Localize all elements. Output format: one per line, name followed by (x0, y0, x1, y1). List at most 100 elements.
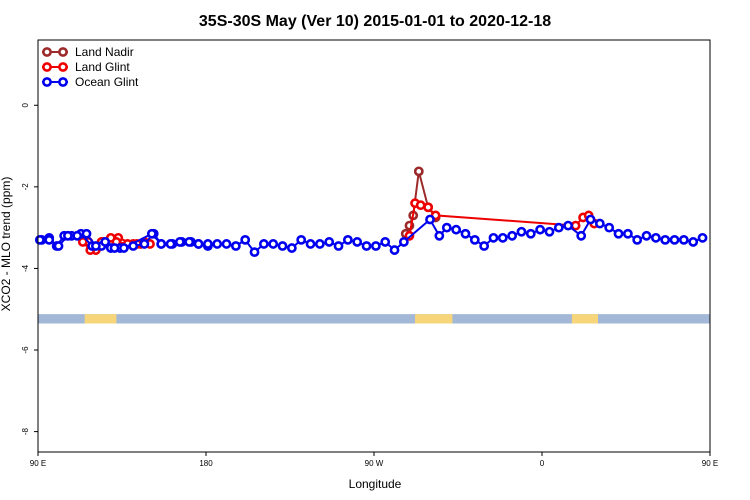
data-point (544, 226, 555, 237)
y-axis: 0 -2 -4 -6 -8 (21, 102, 38, 435)
data-point (604, 222, 615, 233)
land-segment (84, 314, 117, 324)
data-point (650, 232, 661, 243)
x-tick-label: 90 E (702, 459, 718, 468)
data-point (174, 237, 185, 247)
data-point (570, 220, 581, 231)
data-point (193, 239, 204, 249)
data-point (563, 220, 574, 231)
legend-item: Land Nadir (42, 45, 134, 59)
data-point (296, 234, 307, 245)
data-point (641, 230, 652, 241)
data-point (100, 237, 111, 247)
data-point (249, 247, 260, 258)
data-point (258, 239, 269, 249)
data-point (660, 234, 671, 245)
data-point (497, 232, 508, 243)
x-axis-label: Longitude (349, 477, 402, 491)
data-point (277, 241, 288, 251)
x-tick-label: 90 W (365, 459, 384, 468)
series-line (41, 217, 703, 254)
x-tick-label: 90 E (30, 459, 46, 468)
legend-marker (42, 47, 52, 57)
legend-marker (42, 62, 52, 72)
land-segment (415, 314, 453, 324)
data-point (535, 224, 546, 235)
data-point (324, 237, 335, 247)
data-point (632, 234, 643, 245)
data-point (389, 245, 400, 255)
data-point (425, 214, 435, 225)
data-point (361, 241, 372, 251)
data-point (109, 243, 120, 253)
data-point (184, 237, 195, 247)
land-segment (571, 314, 598, 324)
data-point (380, 237, 391, 247)
data-point (460, 228, 471, 239)
data-point (594, 218, 605, 229)
data-point (516, 226, 527, 237)
data-point (72, 230, 83, 241)
data-point (333, 241, 344, 251)
legend-label: Land Nadir (75, 45, 134, 59)
data-point (314, 239, 325, 249)
data-point (441, 222, 452, 233)
data-point (352, 237, 363, 247)
data-point (688, 237, 699, 247)
data-point (202, 239, 213, 249)
data-point (613, 228, 624, 239)
data-point (525, 228, 536, 239)
data-point (268, 239, 279, 249)
x-tick-label: 180 (199, 459, 213, 468)
y-tick-label: 0 (21, 102, 30, 107)
data-point (398, 237, 409, 247)
x-tick-label: 0 (540, 459, 545, 468)
ocean-strip (38, 314, 710, 324)
legend-label: Ocean Glint (75, 75, 139, 89)
data-point (553, 222, 564, 233)
data-point (415, 200, 426, 211)
data-point (585, 214, 596, 225)
data-point (34, 234, 45, 245)
data-point (678, 234, 689, 245)
legend-marker (58, 47, 68, 57)
data-point (90, 241, 101, 251)
x-axis: 90 E 180 90 W 0 90 E (30, 452, 718, 468)
data-point (622, 228, 633, 239)
legend-marker (42, 77, 52, 87)
y-tick-label: -4 (21, 264, 30, 272)
data-point (434, 230, 445, 241)
plot-area (34, 39, 711, 453)
data-point (221, 239, 232, 249)
data-point (370, 241, 381, 251)
data-point (576, 230, 587, 241)
y-axis-label: XCO2 - MLO trend (ppm) (0, 177, 13, 312)
data-point (240, 234, 251, 245)
legend-marker (58, 62, 68, 72)
data-point (342, 234, 353, 245)
data-point (62, 230, 73, 241)
data-point (479, 241, 490, 251)
data-point (165, 239, 176, 249)
legend-item: Ocean Glint (42, 75, 139, 89)
data-point (139, 239, 150, 249)
data-point (118, 243, 129, 253)
data-point (488, 232, 499, 243)
data-point (53, 241, 64, 251)
series-ocean-glint (34, 214, 708, 258)
data-point (77, 237, 88, 247)
data-point (423, 202, 434, 213)
y-tick-label: -6 (21, 346, 30, 354)
data-point (451, 224, 462, 235)
data-point (286, 243, 297, 253)
data-point (469, 234, 480, 245)
data-point (697, 232, 708, 243)
y-tick-label: -8 (21, 428, 30, 436)
data-point (212, 239, 223, 249)
legend-label: Land Glint (75, 60, 130, 74)
data-point (305, 239, 316, 249)
data-point (156, 239, 167, 249)
data-point (81, 228, 92, 239)
y-tick-label: -2 (21, 183, 30, 191)
